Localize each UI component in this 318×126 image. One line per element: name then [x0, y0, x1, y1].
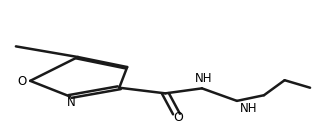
- Text: NH: NH: [240, 102, 258, 115]
- Text: N: N: [67, 96, 76, 109]
- Text: NH: NH: [195, 72, 212, 85]
- Text: O: O: [173, 111, 183, 124]
- Text: O: O: [17, 75, 27, 88]
